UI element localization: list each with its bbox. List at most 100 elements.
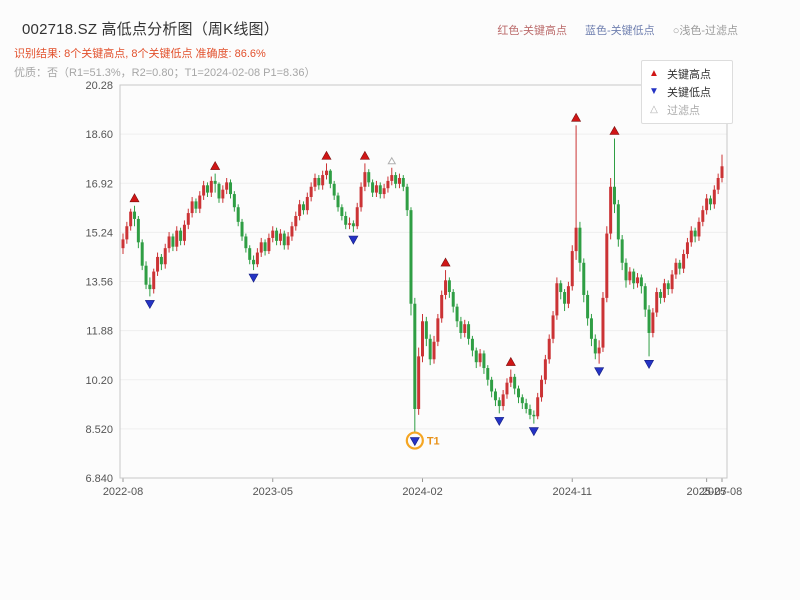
y-axis-label: 16.92 [85,178,113,190]
up-triangle-icon: ▲ [649,68,659,79]
candle-body [509,376,513,383]
plot-border [119,84,728,479]
candle-body [647,309,651,333]
y-axis-label: 10.20 [85,375,113,387]
key-low-marker [248,273,259,283]
candle-body [240,221,244,237]
candle-body [643,286,647,310]
candle-body [639,277,643,287]
candle-body [205,185,209,193]
candle-body [413,303,417,409]
t1-label: T1 [427,436,440,448]
candle-body [305,196,309,211]
candle-body [632,271,636,284]
candle-body [516,388,520,398]
candle-body [559,283,563,293]
key-high-marker [505,356,516,366]
candle-body [659,292,663,298]
candle-body [547,338,551,360]
candle-body [444,280,448,295]
key-high-marker [359,150,370,160]
candle-body [455,306,459,322]
chart-legend: ▲ 关键高点 ▼ 关键低点 △ 过滤点 [641,60,733,124]
candle-body [501,394,505,407]
candle-body [651,312,655,333]
candle-body [136,218,140,243]
candle-body [540,379,544,398]
legend-row-key-low: ▼ 关键低点 [648,83,726,101]
top-legend-item-filtered: ○浅色-过滤点 [672,25,738,37]
hollow-triangle-icon: △ [650,104,658,115]
candle-body [355,207,359,227]
candle-body [543,359,547,380]
candle-body [198,195,202,209]
candle-body [655,292,659,313]
candle-body [344,216,348,225]
candle-body [628,271,632,281]
candle-body [574,227,578,252]
down-triangle-icon: ▼ [649,86,659,97]
candle-body [589,318,593,339]
candle-body [194,201,198,209]
candle-body [497,400,501,407]
candle-body [244,236,248,249]
candle-body [148,284,152,290]
candle-body [436,318,440,342]
candle-body [217,183,221,199]
candle-body [255,252,259,265]
candle-body [528,408,532,415]
key-high-marker [440,257,451,267]
top-legend-item-high: 红色-关键高点 [497,25,568,37]
candle-body [140,242,144,266]
candle-body [620,239,624,263]
key-low-markers [144,235,655,447]
candle-body [705,198,709,211]
candle-body [328,170,332,184]
candle-body [720,166,724,178]
candle-body [179,230,183,241]
candle-body [447,280,451,293]
candle-body [159,256,163,265]
candle-body [340,207,344,216]
legend-label: 关键高点 [667,69,711,81]
candle-body [513,376,517,389]
candle-body [689,230,693,243]
candle-body [459,321,463,333]
candle-body [248,248,252,260]
t1-circle [405,431,424,450]
candle-body [578,227,582,263]
candle-body [401,177,405,187]
candle-body [428,338,432,360]
filtered-markers [387,156,397,165]
candle-body [682,254,686,269]
candle-body [309,186,313,197]
candle-body [163,248,167,265]
candle-body [482,353,486,369]
candles-group [121,125,724,434]
candle-body [278,233,282,241]
candle-body [716,177,720,190]
candle-body [701,210,705,222]
candle-body [693,230,697,237]
candle-body [359,186,363,208]
candle-body [624,262,628,281]
candle-body [156,256,160,272]
candle-body [252,259,256,265]
candle-body [167,236,171,249]
x-axis-label: 2023-05 [253,486,293,498]
y-axis-label: 13.56 [85,277,113,289]
candle-body [267,237,271,252]
candle-body [524,403,528,409]
candle-body [397,177,401,184]
key-low-marker [409,437,420,447]
candle-body [152,271,156,290]
x-axis-label: 2025-07 [686,486,726,498]
candle-body [371,182,375,193]
candle-body [424,321,428,339]
candle-body [301,204,305,211]
candle-body [616,204,620,240]
candle-body [474,350,478,363]
legend-row-key-high: ▲ 关键高点 [648,65,726,83]
candle-body [697,221,701,237]
